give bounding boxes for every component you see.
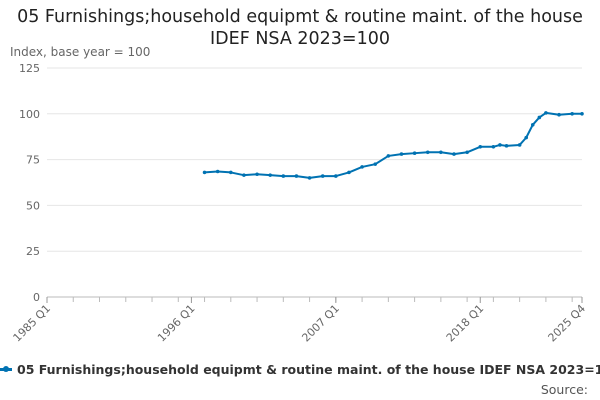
x-tick-label: 2018 Q1 bbox=[444, 302, 487, 345]
data-point bbox=[452, 152, 456, 156]
x-tick-labels: 1985 Q1 1996 Q1 2007 Q1 2018 Q1 2025 Q4 bbox=[11, 302, 589, 345]
y-axis-label: Index, base year = 100 bbox=[10, 45, 151, 59]
x-tick-label: 2025 Q4 bbox=[546, 302, 589, 345]
data-point bbox=[498, 143, 502, 147]
data-point bbox=[334, 174, 338, 178]
data-point bbox=[268, 173, 272, 177]
data-point bbox=[360, 165, 364, 169]
grid-lines bbox=[46, 67, 583, 303]
data-point bbox=[537, 115, 542, 120]
y-tick-label: 25 bbox=[26, 245, 40, 258]
data-point bbox=[439, 150, 443, 155]
data-point bbox=[557, 112, 561, 117]
data-point bbox=[242, 173, 246, 177]
legend-swatch bbox=[0, 366, 12, 372]
data-point bbox=[347, 170, 351, 175]
data-point bbox=[524, 135, 529, 140]
data-point bbox=[373, 162, 378, 166]
data-point bbox=[412, 151, 417, 155]
y-tick-label: 125 bbox=[19, 62, 40, 75]
legend-label: 05 Furnishings;household equipmt & routi… bbox=[17, 362, 600, 377]
y-tick-label: 75 bbox=[26, 154, 40, 167]
data-point bbox=[530, 122, 535, 127]
y-tick-label: 50 bbox=[26, 199, 40, 212]
chart-title: 05 Furnishings;household equipmt & routi… bbox=[17, 7, 583, 49]
source-note: Source: bbox=[540, 382, 588, 397]
data-point bbox=[425, 150, 430, 155]
y-tick-labels: 0 25 50 75 100 125 bbox=[19, 62, 40, 304]
y-tick-label: 100 bbox=[19, 108, 40, 121]
legend[interactable]: 05 Furnishings;household equipmt & routi… bbox=[0, 362, 600, 377]
y-tick-label: 0 bbox=[33, 291, 40, 304]
x-tick-label: 1985 Q1 bbox=[11, 302, 54, 345]
data-point bbox=[229, 170, 233, 175]
data-point bbox=[570, 112, 574, 116]
data-point bbox=[478, 144, 483, 149]
data-point bbox=[320, 174, 325, 178]
data-point bbox=[202, 170, 207, 175]
data-point bbox=[386, 154, 391, 158]
data-point bbox=[491, 144, 496, 149]
data-point bbox=[580, 112, 584, 116]
series-layer bbox=[202, 111, 584, 180]
data-point bbox=[281, 174, 286, 178]
data-point bbox=[465, 150, 469, 155]
data-point bbox=[504, 144, 509, 148]
data-point bbox=[255, 172, 259, 177]
series-line bbox=[204, 111, 582, 179]
data-point bbox=[307, 176, 312, 180]
data-point bbox=[544, 111, 548, 115]
x-tick-label: 2007 Q1 bbox=[299, 302, 342, 345]
data-point bbox=[399, 152, 404, 156]
data-point bbox=[294, 174, 299, 178]
x-tick-label: 1996 Q1 bbox=[155, 302, 198, 345]
data-point bbox=[215, 169, 220, 174]
data-point bbox=[517, 143, 522, 147]
